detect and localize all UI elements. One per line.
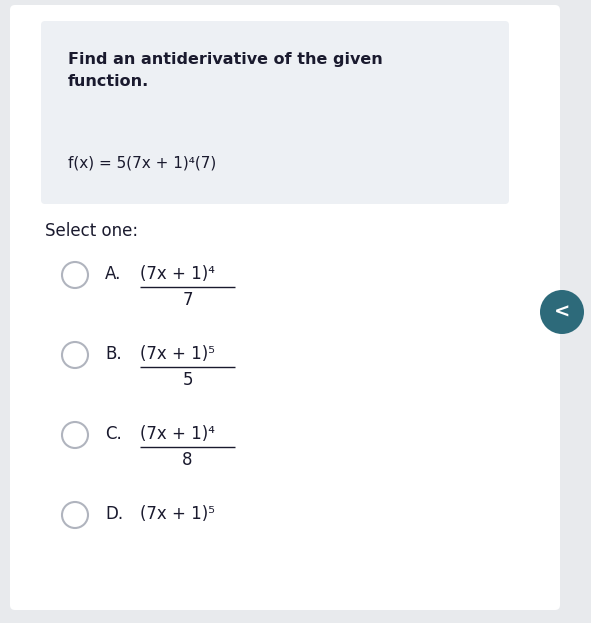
Text: 8: 8 — [182, 451, 193, 469]
Text: D.: D. — [105, 505, 123, 523]
Circle shape — [62, 262, 88, 288]
Text: (7x + 1)⁵: (7x + 1)⁵ — [140, 505, 215, 523]
Text: (7x + 1)⁴: (7x + 1)⁴ — [140, 425, 215, 443]
Circle shape — [62, 342, 88, 368]
Circle shape — [540, 290, 584, 334]
Text: Select one:: Select one: — [45, 222, 138, 240]
Text: 7: 7 — [182, 291, 193, 309]
FancyBboxPatch shape — [41, 21, 509, 204]
FancyBboxPatch shape — [10, 5, 560, 610]
Circle shape — [62, 422, 88, 448]
Text: C.: C. — [105, 425, 122, 443]
Text: (7x + 1)⁵: (7x + 1)⁵ — [140, 345, 215, 363]
Text: B.: B. — [105, 345, 122, 363]
Text: Find an antiderivative of the given
function.: Find an antiderivative of the given func… — [68, 52, 383, 89]
Text: 5: 5 — [182, 371, 193, 389]
Circle shape — [62, 502, 88, 528]
Text: <: < — [554, 303, 570, 321]
Text: (7x + 1)⁴: (7x + 1)⁴ — [140, 265, 215, 283]
Text: A.: A. — [105, 265, 121, 283]
Text: f(x) = 5(7x + 1)⁴(7): f(x) = 5(7x + 1)⁴(7) — [68, 155, 216, 170]
